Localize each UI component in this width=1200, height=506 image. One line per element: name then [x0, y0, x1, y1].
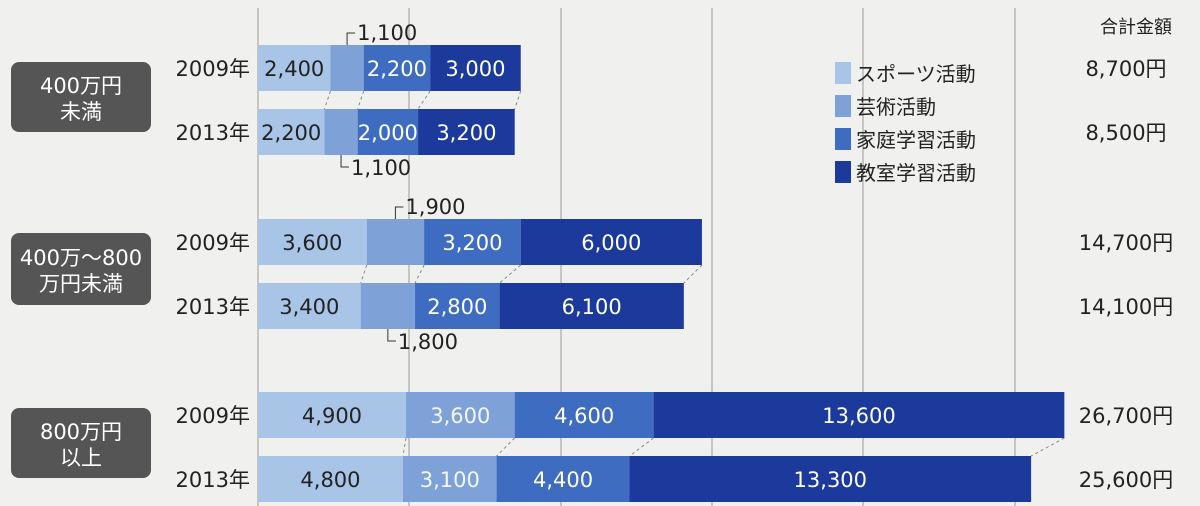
- total-label: 14,100円: [1079, 295, 1173, 319]
- segment-value-label: 1,900: [405, 195, 465, 219]
- bar-segment: [418, 109, 515, 155]
- segment-value-label: 4,600: [554, 404, 614, 428]
- year-label: 2009年: [176, 231, 250, 255]
- bar-segment: [499, 283, 684, 329]
- legend-swatch: [835, 128, 851, 150]
- segment-value-label: 2,200: [261, 121, 321, 145]
- connector-line: [496, 437, 516, 457]
- segment-value-label: 6,000: [581, 231, 641, 255]
- segment-value-label: 1,100: [357, 21, 417, 45]
- segment-value-label: 1,100: [351, 156, 411, 180]
- connector-lines: [323, 90, 1065, 457]
- total-label: 8,500円: [1085, 121, 1166, 145]
- connector-line: [323, 90, 331, 110]
- callout-line: [340, 155, 350, 168]
- bar-segment: [653, 392, 1065, 438]
- segment-value-label: 4,400: [533, 468, 593, 492]
- segment-value-label: 2,200: [367, 57, 427, 81]
- bar-segment: [363, 45, 431, 91]
- bar-segment: [520, 219, 702, 265]
- connector-line: [417, 90, 431, 110]
- segment-value-label: 3,400: [279, 295, 339, 319]
- total-label: 26,700円: [1079, 404, 1173, 428]
- total-label: 25,600円: [1079, 468, 1173, 492]
- bar-segment: [258, 109, 325, 155]
- connector-line: [683, 264, 703, 284]
- bar-segment: [258, 283, 361, 329]
- bar-segment: [366, 219, 425, 265]
- group-label: 以上: [60, 446, 102, 470]
- bar-segment: [330, 45, 364, 91]
- connector-line: [1030, 437, 1065, 457]
- bars: [258, 45, 1065, 502]
- year-label: 2009年: [176, 57, 250, 81]
- bar-segment: [496, 456, 630, 502]
- bar-segment: [258, 392, 406, 438]
- year-label: 2009年: [176, 404, 250, 428]
- segment-value-label: 3,000: [445, 57, 505, 81]
- bar-segment: [424, 219, 521, 265]
- segment-value-label: 3,100: [420, 468, 480, 492]
- bar-segment: [514, 392, 654, 438]
- group-label: 万円未満: [39, 272, 123, 296]
- bar-segment: [415, 283, 500, 329]
- segment-value-label: 13,300: [794, 468, 867, 492]
- bar-segment: [324, 109, 358, 155]
- year-label: 2013年: [176, 468, 250, 492]
- bar-segment: [629, 456, 1032, 502]
- segment-value-label: 6,100: [562, 295, 622, 319]
- group-label-box: [11, 62, 151, 132]
- callout-line: [394, 206, 404, 219]
- segment-value-label: 2,800: [427, 295, 487, 319]
- connector-line: [402, 437, 407, 457]
- connector-line: [514, 90, 522, 110]
- legend-label: スポーツ活動: [856, 62, 976, 86]
- segment-value-label: 1,800: [398, 330, 458, 354]
- connector-line: [414, 264, 425, 284]
- bar-segment: [258, 456, 403, 502]
- legend-swatch: [835, 161, 851, 183]
- legend-label: 家庭学習活動: [856, 128, 976, 152]
- connector-line: [629, 437, 654, 457]
- group-label: 400万円: [40, 74, 122, 98]
- group-label-box: [11, 408, 151, 478]
- segment-value-label: 3,200: [436, 121, 496, 145]
- segment-value-label: 4,800: [300, 468, 360, 492]
- bar-segment: [405, 392, 515, 438]
- year-label: 2013年: [176, 121, 250, 145]
- year-label: 2013年: [176, 295, 250, 319]
- bar-segment: [357, 109, 419, 155]
- legend-label: 芸術活動: [856, 95, 936, 119]
- legend-label: 教室学習活動: [856, 161, 976, 185]
- bar-segment: [258, 45, 331, 91]
- callout-line: [346, 32, 356, 45]
- bar-segment: [258, 219, 367, 265]
- total-header: 合計金額: [1100, 17, 1172, 38]
- bar-segment: [402, 456, 497, 502]
- group-label: 800万円: [40, 420, 122, 444]
- segment-value-label: 3,600: [282, 231, 342, 255]
- segment-value-label: 2,400: [264, 57, 324, 81]
- bar-segment: [430, 45, 521, 91]
- group-label: 未満: [60, 100, 102, 124]
- legend-swatch: [835, 62, 851, 84]
- connector-line: [357, 90, 365, 110]
- segment-value-label: 13,600: [822, 404, 895, 428]
- segment-value-label: 2,000: [358, 121, 418, 145]
- group-label: 400万〜800: [20, 246, 142, 270]
- segment-value-label: 4,900: [302, 404, 362, 428]
- bar-segment: [360, 283, 416, 329]
- segment-value-label: 3,600: [430, 404, 490, 428]
- callout-line: [387, 329, 396, 342]
- segment-value-label: 3,200: [442, 231, 502, 255]
- legend-swatch: [835, 95, 851, 117]
- connector-line: [499, 264, 522, 284]
- total-label: 8,700円: [1085, 57, 1166, 81]
- connector-line: [360, 264, 368, 284]
- total-label: 14,700円: [1079, 231, 1173, 255]
- group-label-box: [11, 233, 151, 305]
